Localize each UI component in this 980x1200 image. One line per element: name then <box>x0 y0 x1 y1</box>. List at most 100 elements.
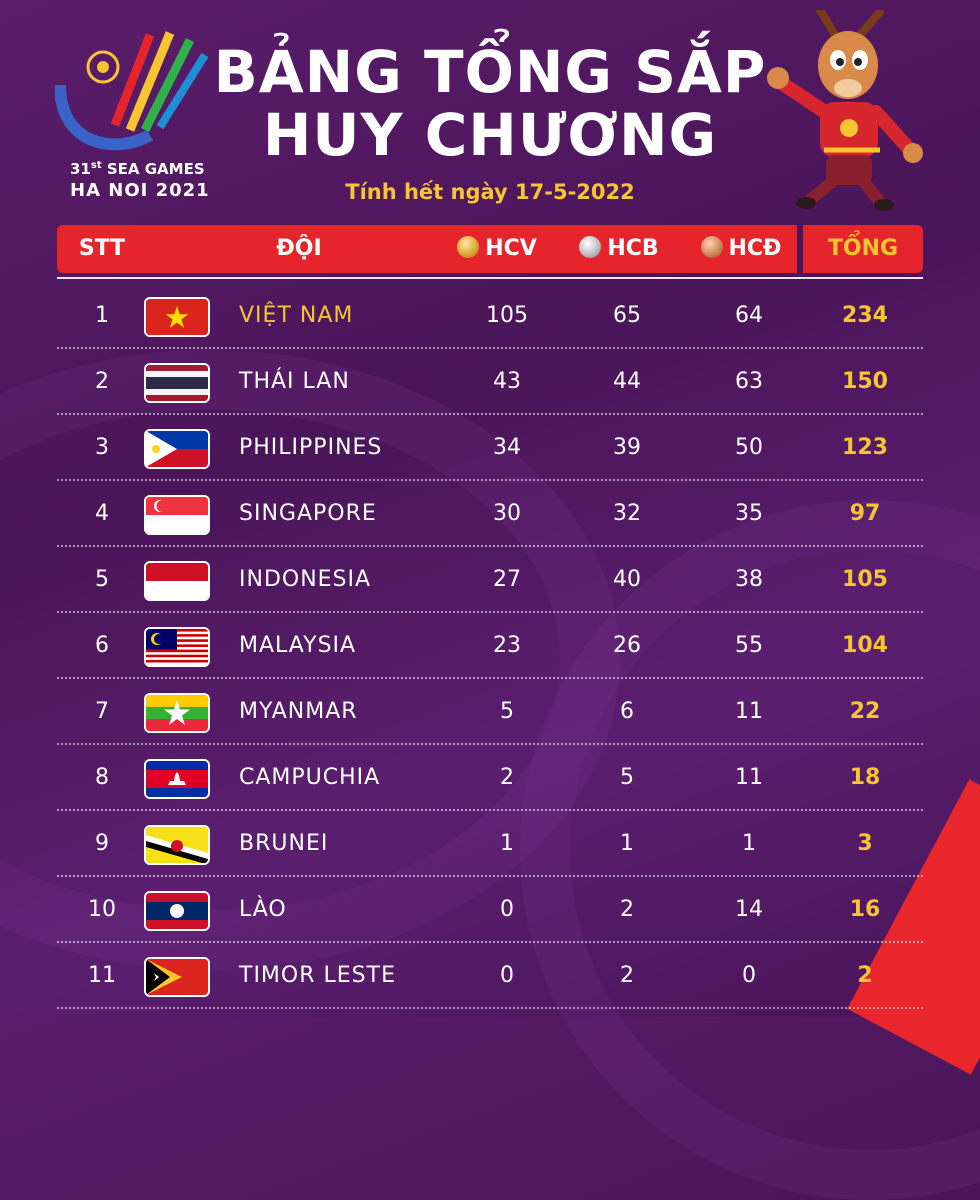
row-bronze-count: 55 <box>735 633 763 658</box>
row-team-name: MYANMAR <box>239 699 358 724</box>
row-silver-count: 5 <box>620 765 634 790</box>
row-gold-count: 34 <box>493 435 521 460</box>
row-rank: 3 <box>95 435 109 460</box>
table-row: 8 CAMPUCHIA 2 5 11 18 <box>57 745 923 811</box>
header-stt: STT <box>78 236 126 261</box>
row-total-count: 150 <box>842 369 888 394</box>
row-silver-count: 39 <box>613 435 641 460</box>
row-divider <box>57 809 923 811</box>
table-row: 11 TIMOR LESTE 0 2 0 2 <box>57 943 923 1009</box>
row-divider <box>57 611 923 613</box>
row-silver-count: 65 <box>613 303 641 328</box>
row-divider <box>57 1007 923 1009</box>
header-total-bar <box>803 225 923 273</box>
row-total-count: 3 <box>857 831 873 856</box>
mascot-illustration <box>767 10 923 211</box>
row-divider <box>57 347 923 349</box>
singapore-flag-icon <box>144 495 210 535</box>
row-divider <box>57 413 923 415</box>
row-team-name: PHILIPPINES <box>239 435 383 460</box>
row-team-name: BRUNEI <box>239 831 329 856</box>
row-gold-count: 0 <box>500 963 514 988</box>
header-total: TỔNG <box>827 236 899 261</box>
row-gold-count: 5 <box>500 699 514 724</box>
row-team-name: MALAYSIA <box>239 633 357 658</box>
row-rank: 5 <box>95 567 109 592</box>
row-rank: 10 <box>88 897 116 922</box>
row-bronze-count: 0 <box>742 963 756 988</box>
row-gold-count: 0 <box>500 897 514 922</box>
table-row: 7 MYANMAR 5 6 11 22 <box>57 679 923 745</box>
row-bronze-count: 63 <box>735 369 763 394</box>
gold-medal-icon <box>457 236 480 258</box>
row-silver-count: 32 <box>613 501 641 526</box>
page-subtitle-date: Tính hết ngày 17-5-2022 <box>345 180 635 204</box>
row-bronze-count: 14 <box>735 897 763 922</box>
row-total-count: 123 <box>842 435 888 460</box>
table-row: 2 THÁI LAN 43 44 63 150 <box>57 349 923 415</box>
row-gold-count: 2 <box>500 765 514 790</box>
sea-games-logo <box>55 31 209 151</box>
row-bronze-count: 50 <box>735 435 763 460</box>
table-row: 3 PHILIPPINES 34 39 50 123 <box>57 415 923 481</box>
vietnam-flag-icon <box>144 297 210 337</box>
row-silver-count: 2 <box>620 963 634 988</box>
row-gold-count: 43 <box>493 369 521 394</box>
logo-place-year: HA NOI 2021 <box>70 180 210 201</box>
row-rank: 2 <box>95 369 109 394</box>
page-title-line1: BẢNG TỔNG SẮP <box>213 38 767 106</box>
row-gold-count: 23 <box>493 633 521 658</box>
row-divider <box>57 875 923 877</box>
row-bronze-count: 11 <box>735 765 763 790</box>
row-team-name: SINGAPORE <box>239 501 377 526</box>
header-bronze: HCĐ <box>681 225 801 273</box>
header-divider <box>57 277 923 279</box>
logo-edition-text: 31st SEA GAMES <box>70 160 205 178</box>
table-row: 5 INDONESIA 27 40 38 105 <box>57 547 923 613</box>
row-silver-count: 6 <box>620 699 634 724</box>
row-divider <box>57 545 923 547</box>
row-total-count: 234 <box>842 303 888 328</box>
row-team-name: CAMPUCHIA <box>239 765 381 790</box>
row-bronze-count: 11 <box>735 699 763 724</box>
row-rank: 6 <box>95 633 109 658</box>
row-team-name: VIỆT NAM <box>239 303 354 328</box>
row-total-count: 18 <box>849 765 881 790</box>
row-silver-count: 1 <box>620 831 634 856</box>
brunei-flag-icon <box>144 825 210 865</box>
header-silver: HCB <box>559 225 679 273</box>
philippines-flag-icon <box>144 429 210 469</box>
row-total-count: 97 <box>849 501 881 526</box>
row-rank: 1 <box>95 303 109 328</box>
table-row: 10 LÀO 0 2 14 16 <box>57 877 923 943</box>
row-bronze-count: 1 <box>742 831 756 856</box>
row-team-name: TIMOR LESTE <box>239 963 396 988</box>
row-divider <box>57 677 923 679</box>
header-team: ĐỘI <box>276 236 322 261</box>
row-team-name: THÁI LAN <box>239 369 350 394</box>
cambodia-flag-icon <box>144 759 210 799</box>
header-gold: HCV <box>437 225 557 273</box>
row-rank: 8 <box>95 765 109 790</box>
row-rank: 9 <box>95 831 109 856</box>
row-bronze-count: 38 <box>735 567 763 592</box>
row-total-count: 16 <box>849 897 881 922</box>
row-gold-count: 30 <box>493 501 521 526</box>
row-rank: 7 <box>95 699 109 724</box>
row-divider <box>57 941 923 943</box>
row-divider <box>57 743 923 745</box>
row-bronze-count: 35 <box>735 501 763 526</box>
row-total-count: 104 <box>842 633 888 658</box>
row-silver-count: 2 <box>620 897 634 922</box>
row-silver-count: 26 <box>613 633 641 658</box>
silver-medal-icon <box>579 236 602 258</box>
row-rank: 4 <box>95 501 109 526</box>
table-row: 6 MALAYSIA 23 26 55 104 <box>57 613 923 679</box>
malaysia-flag-icon <box>144 627 210 667</box>
table-row: 1 VIỆT NAM 105 65 64 234 <box>57 283 923 349</box>
row-team-name: LÀO <box>239 897 287 922</box>
row-gold-count: 105 <box>486 303 528 328</box>
table-row: 9 BRUNEI 1 1 1 3 <box>57 811 923 877</box>
timor-leste-flag-icon <box>144 957 210 997</box>
row-divider <box>57 479 923 481</box>
